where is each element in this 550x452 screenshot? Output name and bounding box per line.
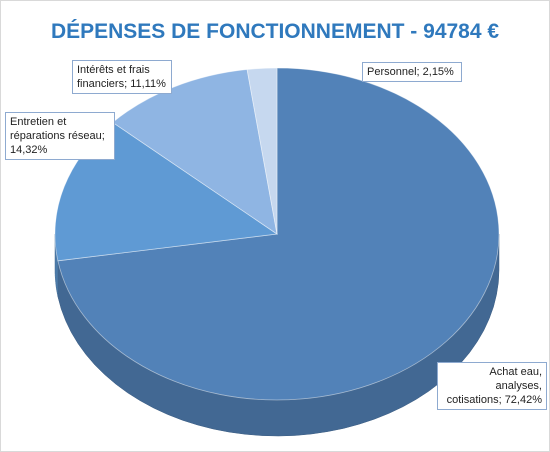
slice (112, 69, 278, 235)
slice-label: Personnel; 2,15% (362, 62, 462, 82)
slice-label: Entretien et réparations réseau; 14,32% (5, 112, 115, 160)
slice (57, 67, 500, 401)
slice-label: Achat eau, analyses, cotisations; 72,42% (437, 362, 547, 410)
slice-label: Intérêts et frais financiers; 11,11% (72, 60, 172, 94)
slice (246, 67, 278, 235)
chart-title: DÉPENSES DE FONCTIONNEMENT - 94784 € (50, 20, 500, 43)
